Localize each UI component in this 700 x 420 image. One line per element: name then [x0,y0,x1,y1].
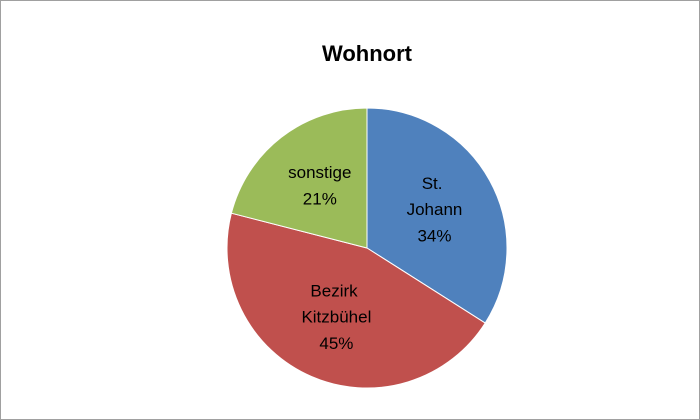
slice-label: St. Johann [407,174,463,219]
slice-label: sonstige [288,164,351,183]
slice-label: Bezirk Kitzbühel [301,282,371,327]
chart-title: Wohnort [322,41,413,66]
slice-value-label: 45% [319,334,353,353]
pie-slice [366,107,508,324]
slice-value-label: 21% [303,190,337,209]
pie-slice [230,107,368,249]
pie-slice [226,212,486,389]
slice-value-label: 34% [417,226,451,245]
